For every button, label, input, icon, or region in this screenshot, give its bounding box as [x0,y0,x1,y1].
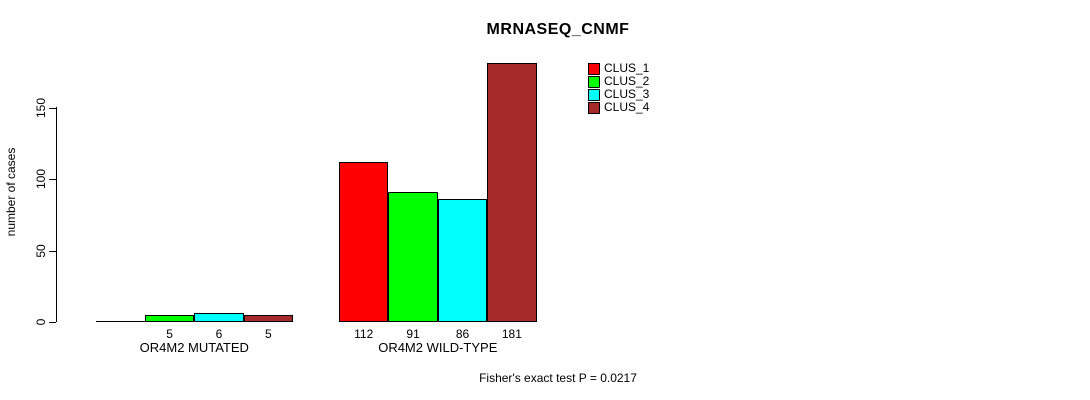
bar-value-label: 181 [501,327,522,341]
legend-item-clus_2: CLUS_2 [588,75,649,88]
bar-value-label: 6 [215,327,223,341]
bar-clus_1 [339,161,389,322]
bar-value-label: 5 [265,327,272,341]
legend-swatch-clus_4 [588,101,600,114]
bar-clus_3 [437,199,488,322]
legend-swatch-clus_1 [588,62,600,75]
bar-clus_3 [194,313,244,322]
category-label-wild-type: OR4M2 WILD-TYPE [378,340,498,355]
y-tick-mark [49,179,56,180]
category-label-mutated: OR4M2 MUTATED [139,340,249,355]
bar-value-label: 5 [166,327,173,341]
legend-item-clus_1: CLUS_1 [588,62,649,75]
y-tick-mark [49,107,56,109]
y-axis-label: number of cases [4,147,18,237]
bar-clus_4 [243,314,294,322]
y-tick-mark [49,322,56,323]
y-tick-label: 150 [34,97,48,118]
y-axis-line [56,107,57,322]
legend-label: CLUS_2 [604,74,650,88]
bar-value-label: 112 [354,327,374,341]
legend-swatch-clus_2 [588,75,600,88]
bar-clus_1-zero [95,321,145,322]
legend-label: CLUS_3 [604,87,650,101]
bar-value-label: 86 [455,327,470,341]
bar-clus_4 [487,63,537,322]
legend-swatch-clus_3 [588,88,600,101]
fisher-test-annotation: Fisher's exact test P = 0.0217 [479,371,637,385]
legend-item-clus_4: CLUS_4 [588,101,649,114]
y-tick-label: 100 [34,168,48,190]
legend-label: CLUS_4 [604,100,650,114]
y-tick-label: 0 [34,318,48,326]
chart-title: MRNASEQ_CNMF [486,21,630,38]
legend-item-clus_3: CLUS_3 [588,88,649,101]
legend-label: CLUS_1 [604,61,650,75]
legend: CLUS_1 CLUS_2 CLUS_3 CLUS_4 [588,62,649,114]
y-tick-mark [49,250,56,252]
bar-value-label: 91 [406,327,420,341]
y-tick-label: 50 [34,243,48,258]
bar-clus_2 [388,191,438,322]
bar-clus_2 [144,314,195,322]
